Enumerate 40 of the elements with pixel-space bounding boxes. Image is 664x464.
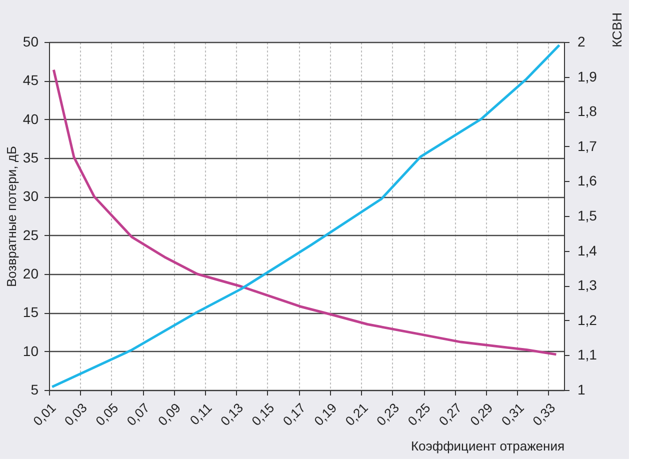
x-tick-label: 0,25 [404,400,434,429]
y-tick-label: 40 [22,110,39,127]
x-axis-title: Коэффициент отражения [410,438,564,454]
y-tick-label: 50 [22,34,39,50]
y2-tick-label: 1,1 [578,346,598,363]
x-tick-label: 0,13 [217,400,246,429]
y2-tick-label: 1,8 [578,103,598,120]
y2-tick-label: 1,6 [578,172,598,189]
y2-tick-label: 1,9 [578,68,598,84]
y-tick-label: 20 [22,266,39,282]
x-tick-label: 0,21 [342,400,371,429]
y2-tick-label: 1 [578,382,586,398]
x-tick-label: 0,11 [186,400,215,428]
x-tick-label: 0,29 [467,400,496,429]
x-tick-label: 0,09 [155,400,184,429]
y-axis-title: Возвратные потери, дБ [4,146,19,287]
x-tick-label: 0,19 [311,400,340,429]
y2-tick-label: 1,4 [578,242,598,258]
x-tick-label: 0,05 [92,400,122,429]
y-tick-label: 10 [22,342,39,359]
y2-tick-label: 2 [578,34,586,50]
y-tick-label: 30 [22,188,39,204]
line-series [52,68,558,356]
y2-axis-title: КСВН [610,12,624,48]
x-tick-label: 0,33 [530,400,558,429]
x-tick-label: 0,23 [374,400,402,429]
x-tick-label: 0,31 [498,400,527,429]
y-tick-label: 5 [30,382,39,398]
y-tick-label: 35 [22,150,39,166]
line-series [50,44,561,388]
y-tick-label: 25 [22,226,39,243]
x-tick-label: 0,15 [248,400,278,429]
y2-tick-label: 1,3 [578,277,598,294]
x-tick-label: 0,01 [30,400,59,429]
x-tick-label: 0,03 [61,400,90,429]
y2-tick-label: 1,5 [578,208,598,224]
y2-tick-label: 1,2 [578,312,598,328]
y-tick-label: 15 [22,304,39,320]
y-tick-label: 45 [22,72,39,88]
y2-tick-label: 1,7 [578,138,598,154]
